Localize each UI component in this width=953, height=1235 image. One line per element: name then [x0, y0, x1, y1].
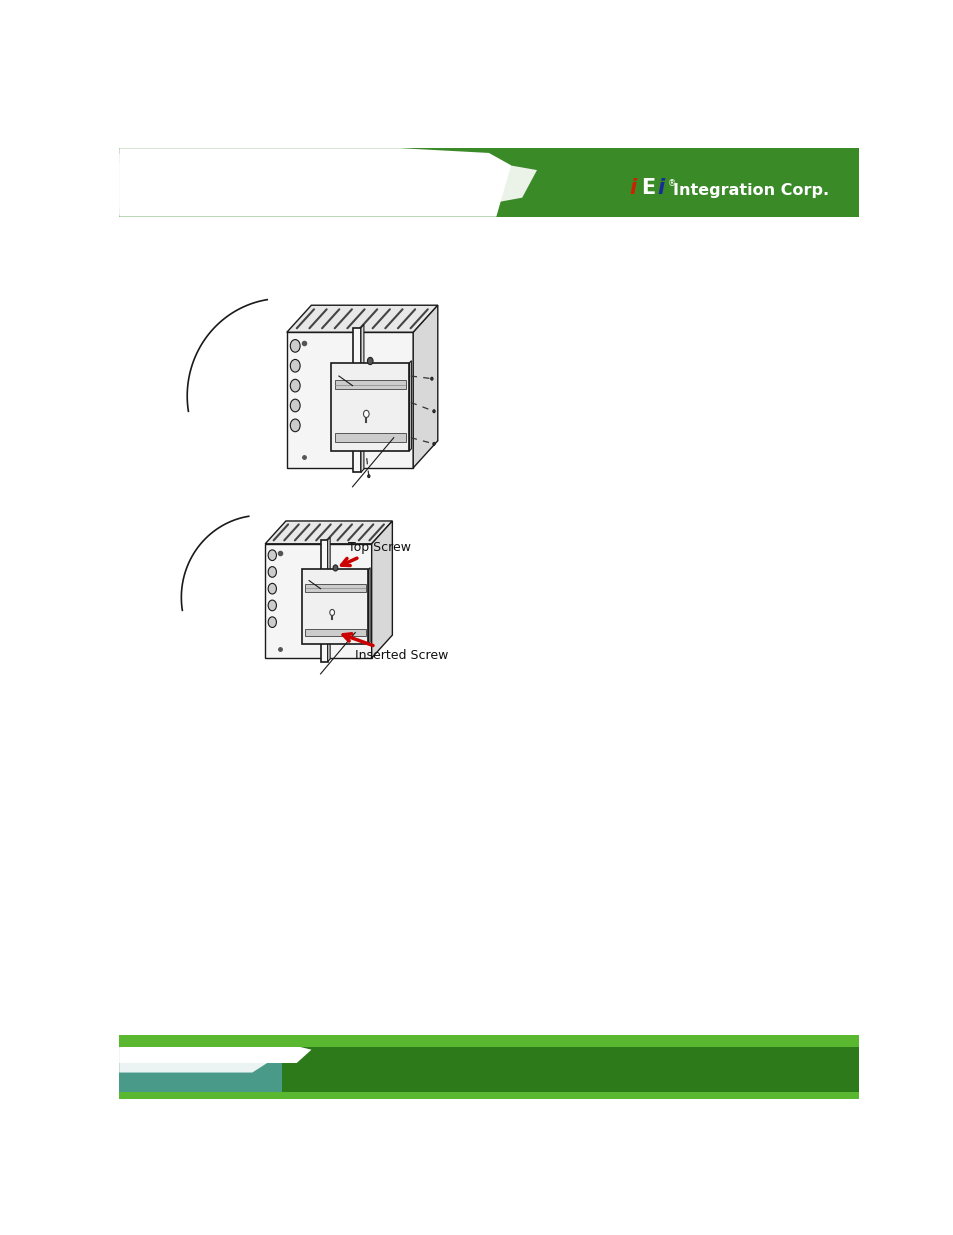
Polygon shape [320, 540, 327, 662]
Polygon shape [331, 363, 409, 451]
Text: E: E [640, 178, 655, 198]
Circle shape [268, 616, 276, 627]
Polygon shape [265, 543, 372, 658]
Bar [335, 380, 405, 389]
Circle shape [433, 410, 435, 412]
Circle shape [367, 474, 370, 478]
Circle shape [330, 609, 335, 615]
Text: Top Screw: Top Screw [341, 541, 411, 566]
Circle shape [268, 600, 276, 611]
Text: i: i [657, 178, 664, 198]
Bar [119, 1035, 282, 1099]
Circle shape [333, 564, 337, 571]
Circle shape [268, 550, 276, 561]
Polygon shape [360, 325, 363, 472]
Bar [119, 1035, 858, 1047]
Polygon shape [353, 327, 360, 472]
Circle shape [290, 399, 300, 411]
Polygon shape [265, 521, 392, 543]
Bar [305, 584, 365, 592]
Bar [119, 148, 858, 216]
Bar [119, 1092, 858, 1099]
Text: Integration Corp.: Integration Corp. [673, 184, 828, 199]
Circle shape [290, 340, 300, 352]
Polygon shape [413, 305, 437, 468]
Text: ®: ® [667, 179, 676, 188]
Polygon shape [119, 1047, 267, 1072]
Polygon shape [119, 154, 537, 207]
Bar [119, 1035, 858, 1099]
Circle shape [290, 379, 300, 391]
Polygon shape [287, 332, 413, 468]
Text: Inserted Screw: Inserted Screw [343, 634, 448, 662]
Circle shape [367, 357, 373, 364]
Circle shape [290, 419, 300, 432]
Circle shape [430, 377, 433, 380]
Polygon shape [119, 163, 503, 215]
Polygon shape [119, 148, 511, 216]
Circle shape [268, 567, 276, 577]
Polygon shape [119, 1035, 311, 1063]
Polygon shape [287, 305, 437, 332]
Circle shape [290, 359, 300, 372]
Bar [305, 629, 365, 636]
Polygon shape [372, 521, 392, 658]
Circle shape [433, 442, 435, 446]
Circle shape [363, 410, 369, 417]
Polygon shape [302, 569, 368, 643]
Circle shape [268, 583, 276, 594]
Text: i: i [629, 178, 636, 198]
Bar [335, 433, 405, 442]
Polygon shape [409, 361, 411, 451]
Polygon shape [368, 568, 370, 643]
Polygon shape [327, 537, 330, 662]
